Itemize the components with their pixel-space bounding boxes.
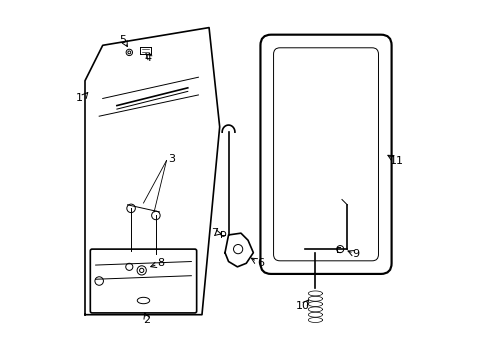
Text: 10: 10 <box>295 301 309 311</box>
Text: 2: 2 <box>143 315 150 325</box>
Text: 6: 6 <box>256 258 264 268</box>
Text: 1: 1 <box>76 94 83 103</box>
Text: 4: 4 <box>144 53 151 63</box>
Text: 7: 7 <box>210 228 218 238</box>
Text: 8: 8 <box>157 258 164 268</box>
Text: 3: 3 <box>168 154 175 164</box>
Text: 5: 5 <box>119 35 125 45</box>
Text: 11: 11 <box>389 156 403 166</box>
Text: 9: 9 <box>352 249 359 260</box>
